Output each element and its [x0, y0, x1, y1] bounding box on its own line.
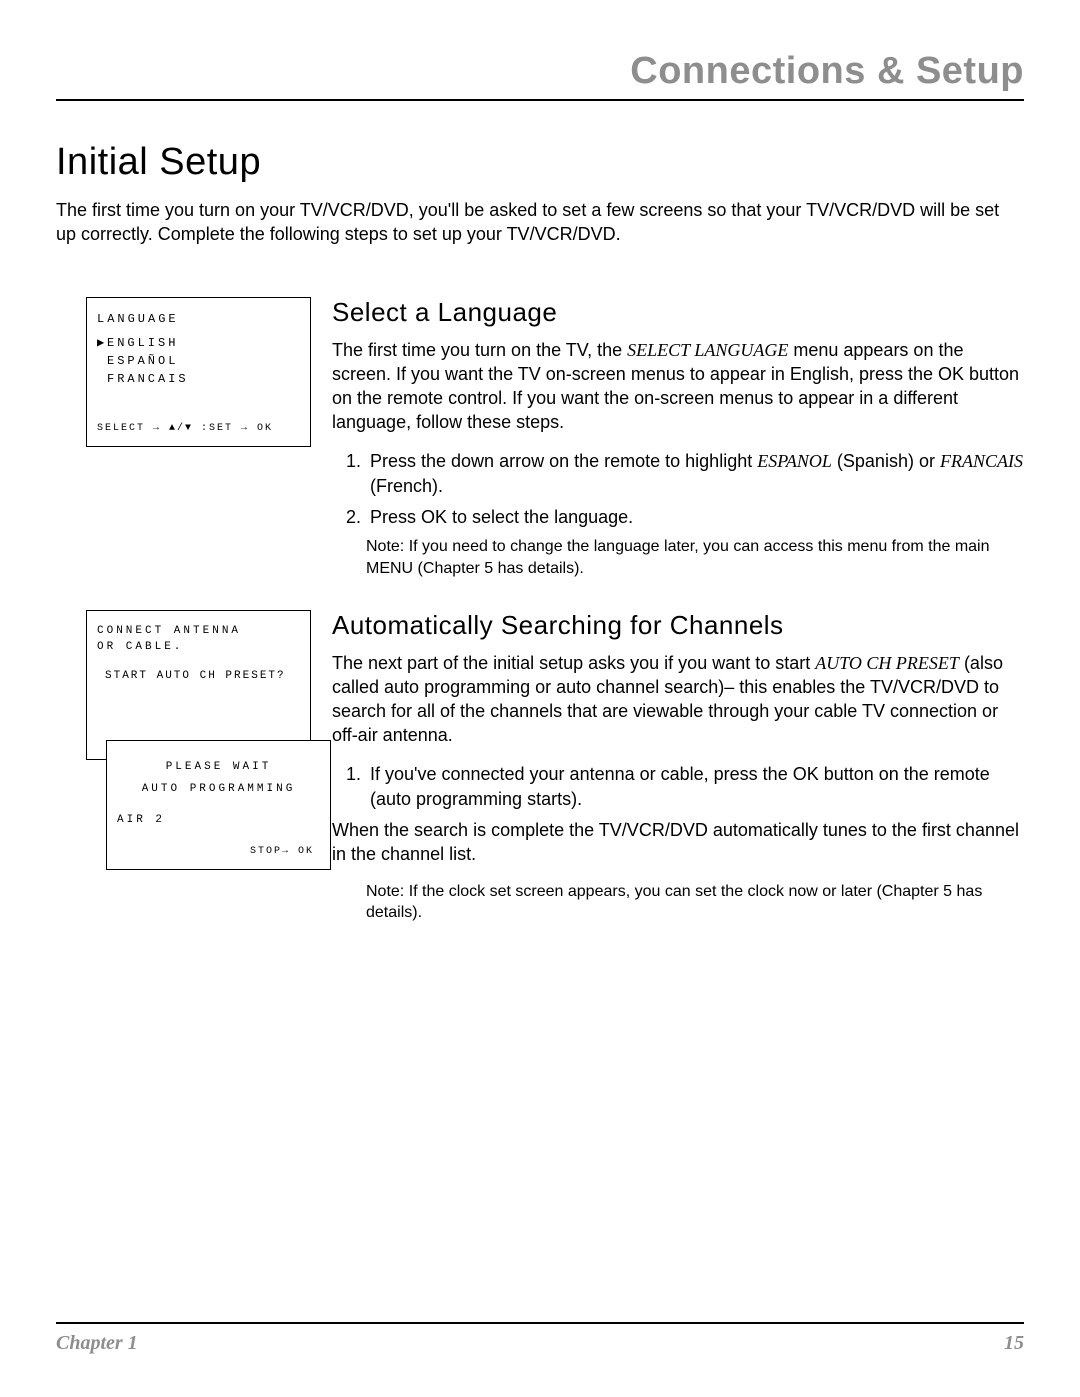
osd-language-list: ▶ENGLISH ESPAÑOL FRANCAIS	[97, 334, 300, 388]
step-1: If you've connected your antenna or cabl…	[366, 762, 1024, 812]
osd-channels-container: CONNECT ANTENNA OR CABLE. START AUTO CH …	[56, 610, 306, 924]
section-language-note: Note: If you need to change the language…	[366, 536, 1024, 579]
footer-chapter: Chapter 1	[56, 1332, 138, 1355]
osd-connect-screen: CONNECT ANTENNA OR CABLE. START AUTO CH …	[86, 610, 311, 760]
osd-language-screen: LANGUAGE ▶ENGLISH ESPAÑOL FRANCAIS SELEC…	[86, 297, 311, 447]
section-language-heading: Select a Language	[332, 297, 1024, 328]
section-language-text: Select a Language The first time you tur…	[332, 297, 1024, 580]
footer-rule	[56, 1322, 1024, 1324]
osd-lang-label: FRANCAIS	[107, 372, 189, 386]
osd-connect-line2: OR CABLE.	[97, 639, 300, 656]
section-channels-heading: Automatically Searching for Channels	[332, 610, 1024, 641]
lang-name-emphasis: ESPANOL	[757, 451, 832, 471]
header-title: Connections & Setup	[56, 50, 1024, 93]
page-footer: Chapter 1 15	[56, 1322, 1024, 1355]
osd-start-prompt: START AUTO CH PRESET?	[105, 668, 300, 685]
section-channels-p2: When the search is complete the TV/VCR/D…	[332, 818, 1024, 867]
lang-name-emphasis: FRANCAIS	[940, 451, 1023, 471]
footer-row: Chapter 1 15	[56, 1332, 1024, 1355]
osd-stack: CONNECT ANTENNA OR CABLE. START AUTO CH …	[86, 610, 306, 870]
text-run: (Spanish) or	[832, 451, 940, 471]
marker-spacer	[97, 352, 107, 370]
text-run: The next part of the initial setup asks …	[332, 653, 815, 673]
footer-page-number: 15	[1004, 1332, 1024, 1355]
text-run: The first time you turn on the TV, the	[332, 340, 627, 360]
osd-select-hint: SELECT → ▲/▼ :SET → OK	[97, 421, 273, 436]
page-heading: Initial Setup	[56, 141, 1024, 184]
osd-lang-item-francais: FRANCAIS	[97, 370, 300, 388]
osd-wait-line2: AUTO PROGRAMMING	[117, 781, 320, 798]
step-2: Press OK to select the language.	[366, 505, 1024, 530]
intro-paragraph: The first time you turn on your TV/VCR/D…	[56, 198, 1024, 247]
osd-progress-screen: PLEASE WAIT AUTO PROGRAMMING AIR 2 STOP→…	[106, 740, 331, 870]
section-language-steps: Press the down arrow on the remote to hi…	[332, 449, 1024, 531]
step-1: Press the down arrow on the remote to hi…	[366, 449, 1024, 499]
section-language-p1: The first time you turn on the TV, the S…	[332, 338, 1024, 435]
section-channels-p1: The next part of the initial setup asks …	[332, 651, 1024, 748]
section-channels-steps: If you've connected your antenna or cabl…	[332, 762, 1024, 812]
osd-stop-hint: STOP→ OK	[250, 844, 314, 859]
section-channels-text: Automatically Searching for Channels The…	[332, 610, 1024, 924]
osd-lang-item-espanol: ESPAÑOL	[97, 352, 300, 370]
header-rule	[56, 99, 1024, 101]
marker-spacer	[97, 370, 107, 388]
osd-connect-line1: CONNECT ANTENNA	[97, 623, 300, 640]
osd-lang-label: ENGLISH	[107, 336, 178, 350]
text-run: (French).	[370, 476, 443, 496]
osd-wait-line1: PLEASE WAIT	[117, 759, 320, 776]
section-channels-row: CONNECT ANTENNA OR CABLE. START AUTO CH …	[56, 610, 1024, 924]
text-run: Press the down arrow on the remote to hi…	[370, 451, 757, 471]
osd-lang-label: ESPAÑOL	[107, 354, 178, 368]
selected-marker-icon: ▶	[97, 334, 107, 352]
osd-lang-item-english: ▶ENGLISH	[97, 334, 300, 352]
section-language-row: LANGUAGE ▶ENGLISH ESPAÑOL FRANCAIS SELEC…	[56, 297, 1024, 580]
osd-air-channel: AIR 2	[117, 812, 320, 829]
page: Connections & Setup Initial Setup The fi…	[0, 0, 1080, 1397]
osd-language-title: LANGUAGE	[97, 310, 300, 328]
menu-name-emphasis: SELECT LANGUAGE	[627, 340, 788, 360]
osd-language-container: LANGUAGE ▶ENGLISH ESPAÑOL FRANCAIS SELEC…	[56, 297, 306, 580]
section-channels-note: Note: If the clock set screen appears, y…	[366, 881, 1024, 924]
menu-name-emphasis: AUTO CH PRESET	[815, 653, 959, 673]
